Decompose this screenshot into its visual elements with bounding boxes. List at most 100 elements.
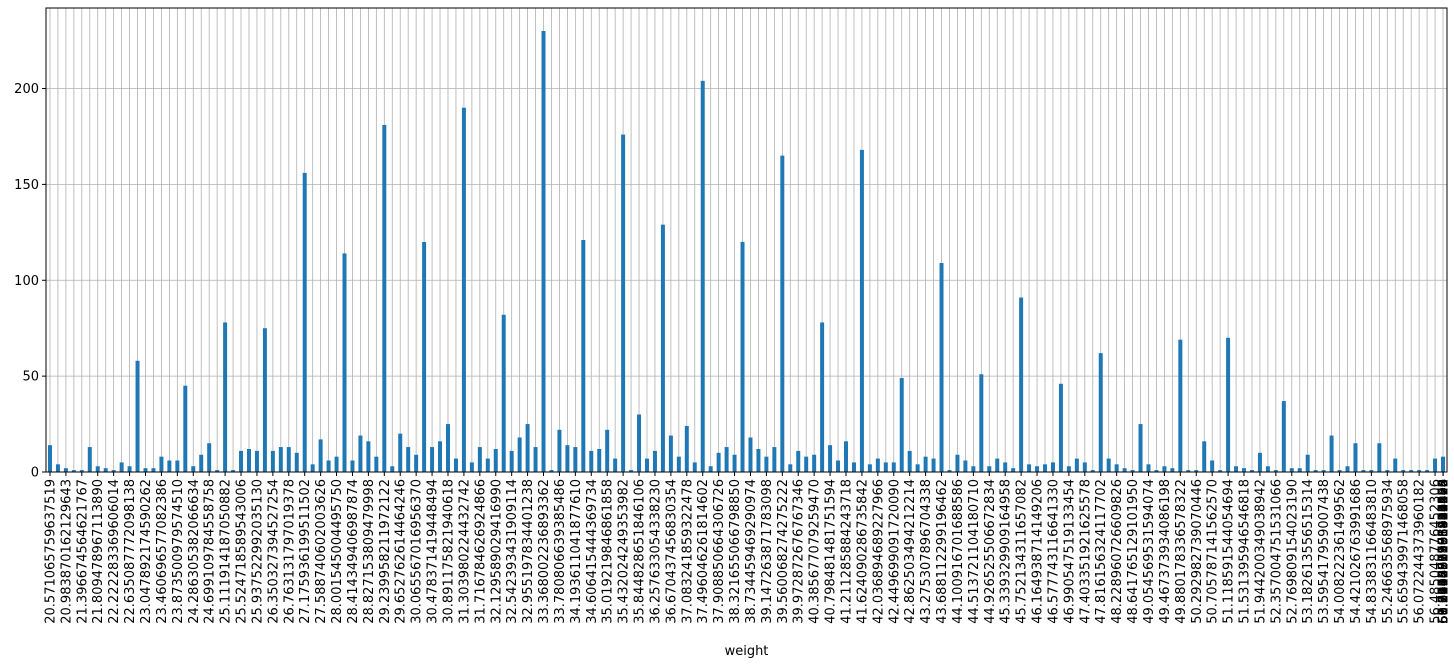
bar [756,448,761,472]
bar [1043,464,1047,472]
bar [963,460,968,472]
x-tick-label: 47.403351921625578 [1078,479,1093,624]
x-tick-label: 39.972872676767346 [792,479,807,624]
bar [231,470,236,472]
bar [1337,470,1342,472]
x-tick-label: 55.659439971468058 [1397,479,1412,624]
bar [987,466,992,472]
bar [939,263,944,472]
x-tick-label: 49.467373934086198 [1158,479,1173,624]
x-tick-label: 21.809478967113890 [91,479,106,624]
bar [995,458,1000,472]
bar [326,460,331,472]
x-tick-label: 30.065567016956370 [410,479,425,624]
x-tick-label: 36.257633054338230 [648,479,663,624]
x-tick-label: 50.292982739070446 [1190,479,1205,624]
x-tick-label: 53.182613556515314 [1301,479,1316,624]
bar [541,31,546,472]
bar [47,445,52,472]
bar [493,448,498,472]
bar [836,460,841,472]
bar [1011,468,1016,472]
x-tick-label: 22.635087772098138 [123,479,138,624]
bar [708,466,713,472]
x-tick-label: 59.787483996389298 [1437,479,1452,624]
x-tick-label: 38.321655066798850 [728,479,743,624]
bar [1433,458,1438,472]
bar [1393,458,1398,472]
bar [1098,353,1103,472]
bar [820,322,825,472]
x-tick-label: 23.460696577082386 [155,479,170,624]
bar [1202,441,1207,472]
x-tick-label: 21.396674564621767 [75,479,90,624]
bar [1178,339,1183,472]
x-tick-label: 40.385677079259470 [808,479,823,624]
bar [215,470,220,472]
bar [899,378,904,472]
bar [1162,466,1167,472]
bar [549,470,554,472]
bar [382,124,387,472]
x-tick-label: 28.414349406987874 [346,479,361,624]
x-tick-label: 28.827153809479998 [362,479,377,624]
bar [334,456,339,472]
bar [557,429,562,472]
bar [1194,470,1199,472]
bar [135,360,140,472]
bar [732,454,737,472]
bar [1234,466,1239,472]
x-tick-label: 39.560068274275222 [776,479,791,624]
grid-lines [46,8,1447,473]
bar [342,253,347,472]
x-tick-label: 60.200288398881422 [1437,479,1452,624]
x-tick-label: 34.193611041877610 [569,479,584,624]
x-tick-label: 29.239958211972122 [378,479,393,624]
bar [1305,454,1310,472]
bar [199,454,204,472]
bar [1441,456,1446,472]
bar [374,456,379,472]
bar [891,462,896,472]
x-tick-label: 27.175936199511502 [298,479,313,624]
bar [621,134,626,472]
bar [1154,470,1159,472]
x-tick-label: 40.798481481751594 [824,479,839,624]
x-tick-label: 56.072244373960182 [1413,479,1428,624]
bar [366,441,371,472]
bar [175,460,180,472]
x-tick-label: 28.001545004495750 [330,479,345,624]
bar [517,437,522,472]
bar [1289,468,1294,472]
x-tick-label: 52.357004751531066 [1269,479,1284,624]
y-tick-label: 100 [14,274,39,289]
bar [111,470,116,472]
bar [971,466,976,472]
bar [1019,297,1024,472]
bar [1329,435,1334,472]
bar [294,452,299,472]
bar [915,464,920,472]
x-tick-label: 43.275307896704338 [919,479,934,624]
x-tick-label: 44.926525506672834 [983,479,998,624]
x-tick-label: 43.688112299196462 [935,479,950,624]
x-tick-label: 53.595417959007438 [1317,479,1332,624]
bar [1226,337,1231,472]
bar [955,454,960,472]
bar [103,468,108,472]
x-tick-label: 47.816156324117702 [1094,479,1109,624]
bar [1066,466,1071,472]
x-tick-label: 42.862503494212214 [903,479,918,624]
x-tick-label: 37.496046261814602 [696,479,711,624]
bar [1003,462,1008,472]
bar [1321,470,1326,472]
x-axis: 20.571065759637519 20.983870162129643 21.3… [43,472,1452,624]
x-tick-label: 24.699109784558758 [203,479,218,624]
bar [1249,470,1254,472]
x-tick-label: 29.652762614464246 [394,479,409,624]
bar [772,447,777,472]
bar [660,224,665,472]
bar [788,464,793,472]
bar [804,456,809,472]
bar [605,429,610,472]
